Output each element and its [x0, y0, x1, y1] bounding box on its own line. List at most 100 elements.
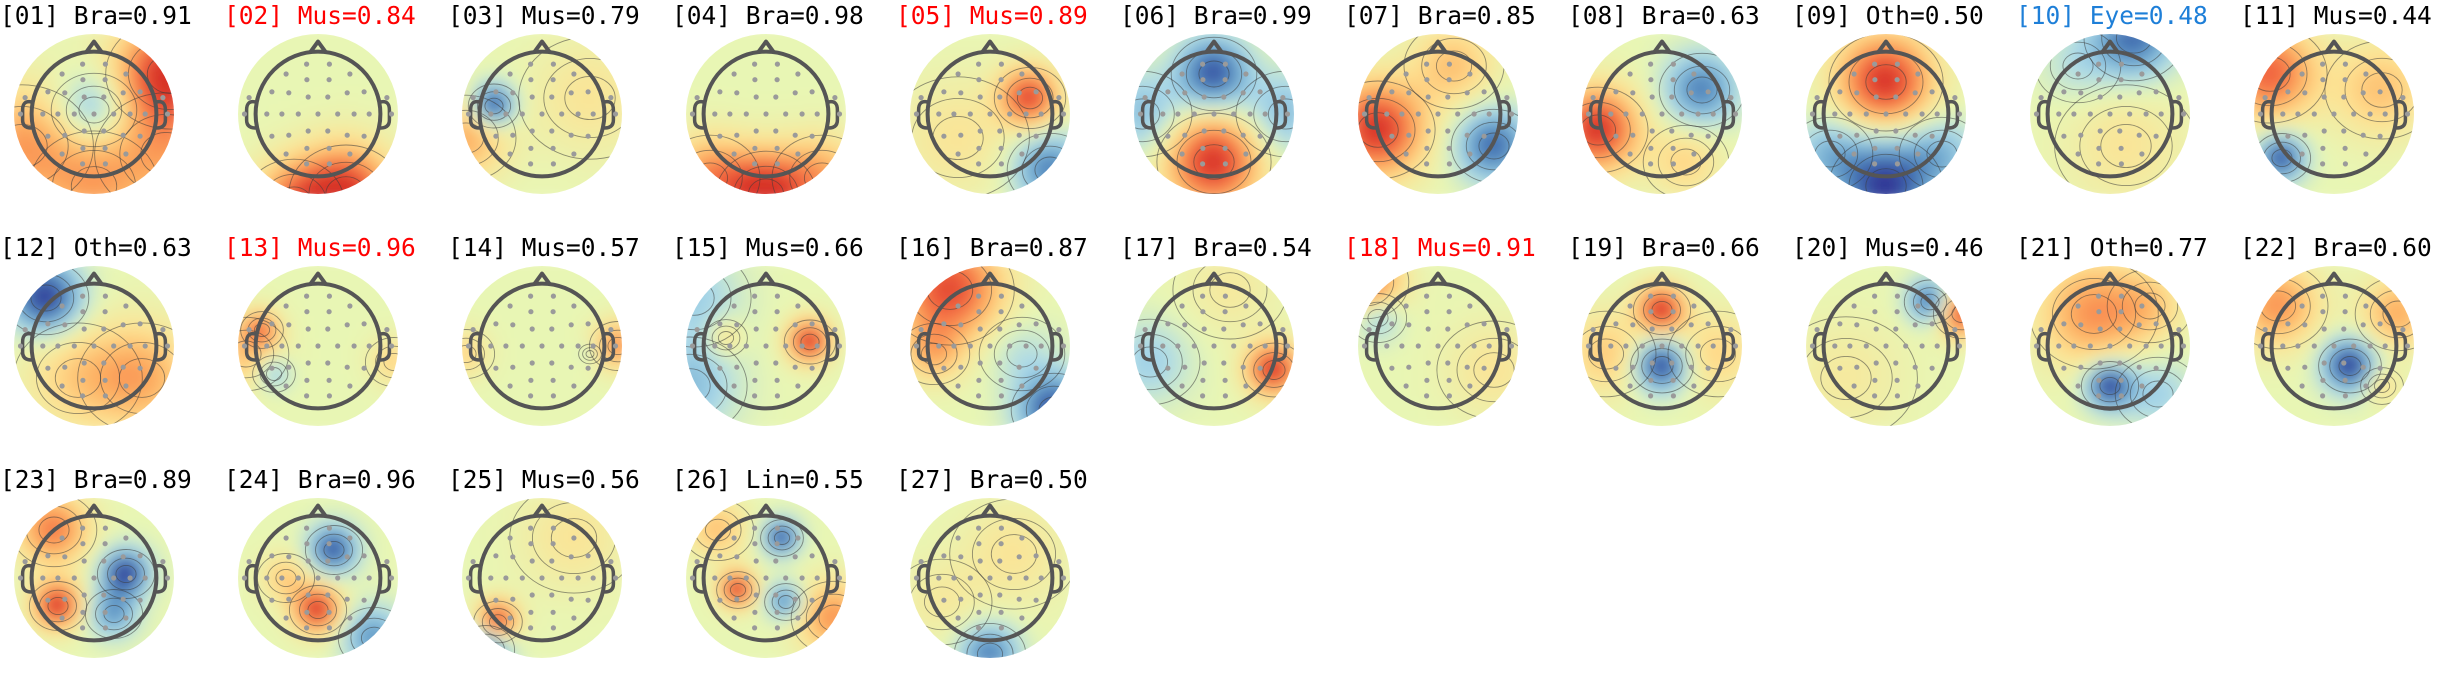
electrode-dot — [978, 558, 983, 563]
electrode-dot — [1659, 343, 1664, 348]
electrode-dot — [1893, 94, 1898, 99]
electrode-dot — [2405, 111, 2410, 116]
electrode-dot — [1034, 134, 1039, 139]
electrode-dot — [384, 95, 389, 100]
electrode-dot — [286, 133, 291, 138]
electrode-dot — [2076, 303, 2081, 308]
electrode-dot — [2312, 111, 2317, 116]
electrode-dot — [976, 77, 981, 82]
electrode-dot — [2400, 95, 2405, 100]
electrode-dot — [1711, 343, 1716, 348]
electrode-dot — [367, 575, 372, 580]
electrode-dot — [1384, 343, 1389, 348]
electrode-dot — [466, 343, 471, 348]
electrode-dot — [978, 360, 983, 365]
electrode-dot — [810, 89, 815, 94]
electrode-dot — [958, 133, 963, 138]
electrode-dot — [1691, 71, 1696, 76]
electrode-dot — [389, 111, 394, 116]
contour-line — [276, 187, 311, 217]
electrode-dot — [559, 575, 564, 580]
electrode-dot — [1465, 322, 1470, 327]
electrode-dot — [1389, 366, 1394, 371]
electrode-dot — [732, 535, 737, 540]
electrode-dot — [2280, 111, 2285, 116]
electrode-dot — [1679, 343, 1684, 348]
electrode-dot — [18, 575, 23, 580]
electrode-dot — [549, 94, 554, 99]
electrode-dot — [1034, 553, 1039, 558]
contour-line — [1039, 397, 1069, 423]
electrode-dot — [569, 90, 574, 95]
electrode-dot — [752, 541, 757, 546]
electrode-dot — [103, 161, 108, 166]
electrode-dot — [695, 559, 700, 564]
electrode-dot — [1630, 322, 1635, 327]
electrode-dot — [773, 360, 778, 365]
electrode-dot — [1017, 597, 1022, 602]
electrode-dot — [1883, 111, 1888, 116]
electrode-dot — [286, 365, 291, 370]
electrode-dot — [1406, 90, 1411, 95]
electrode-dot — [1241, 322, 1246, 327]
electrode-dot — [1650, 326, 1655, 331]
electrode-dot — [503, 111, 508, 116]
electrode-dot — [80, 393, 85, 398]
electrode-dot — [997, 360, 1002, 365]
electrode-dot — [1628, 303, 1633, 308]
electrode-dot — [80, 625, 85, 630]
electrode-dot — [1691, 303, 1696, 308]
electrode-dot — [123, 535, 128, 540]
electrode-dot — [775, 541, 780, 546]
electrode-dot — [2076, 151, 2081, 156]
electrode-dot — [1586, 343, 1591, 348]
electrode-dot — [1930, 134, 1935, 139]
electrode-dot — [493, 598, 498, 603]
electrode-dot — [528, 625, 533, 630]
electrode-dot — [352, 343, 357, 348]
electrode-dot — [80, 309, 85, 314]
electrode-dot — [2137, 365, 2142, 370]
electrode-dot — [551, 309, 556, 314]
electrode-dot — [1223, 393, 1228, 398]
component-20: [20] Mus=0.46 — [1792, 232, 2016, 464]
electrode-dot — [1872, 161, 1877, 166]
electrode-dot — [999, 393, 1004, 398]
electrode-dot — [103, 77, 108, 82]
electrode-dot — [1467, 71, 1472, 76]
electrode-dot — [2322, 360, 2327, 365]
electrode-dot — [999, 294, 1004, 299]
electrode-dot — [1399, 343, 1404, 348]
electrode-dot — [795, 535, 800, 540]
electrode-dot — [121, 322, 126, 327]
electrode-dot — [1815, 327, 1820, 332]
electrode-dot — [1455, 343, 1460, 348]
electrode-dot — [2139, 71, 2144, 76]
electrode-dot — [362, 553, 367, 558]
electrode-dot — [586, 598, 591, 603]
electrode-dot — [1019, 615, 1024, 620]
electrode-dot — [2056, 111, 2061, 116]
electrode-dot — [1200, 77, 1205, 82]
electrode-dot — [2154, 321, 2159, 326]
electrode-dot — [1034, 598, 1039, 603]
electrode-dot — [810, 321, 815, 326]
electrode-dot — [608, 95, 613, 100]
electrode-dot — [80, 526, 85, 531]
electrode-dot — [775, 294, 780, 299]
electrode-dot — [968, 343, 973, 348]
electrode-dot — [345, 133, 350, 138]
electrode-dot — [2107, 111, 2112, 116]
electrode-dot — [727, 575, 732, 580]
electrode-dot — [1165, 89, 1170, 94]
electrode-dot — [40, 575, 45, 580]
electrode-dot — [734, 133, 739, 138]
electrode-dot — [2351, 343, 2356, 348]
electrode-dot — [1669, 128, 1674, 133]
electrode-dot — [810, 553, 815, 558]
electrode-dot — [111, 343, 116, 348]
electrode-dot — [976, 610, 981, 615]
electrode-dot — [793, 554, 798, 559]
electrode-dot — [936, 575, 941, 580]
electrode-dot — [1852, 71, 1857, 76]
